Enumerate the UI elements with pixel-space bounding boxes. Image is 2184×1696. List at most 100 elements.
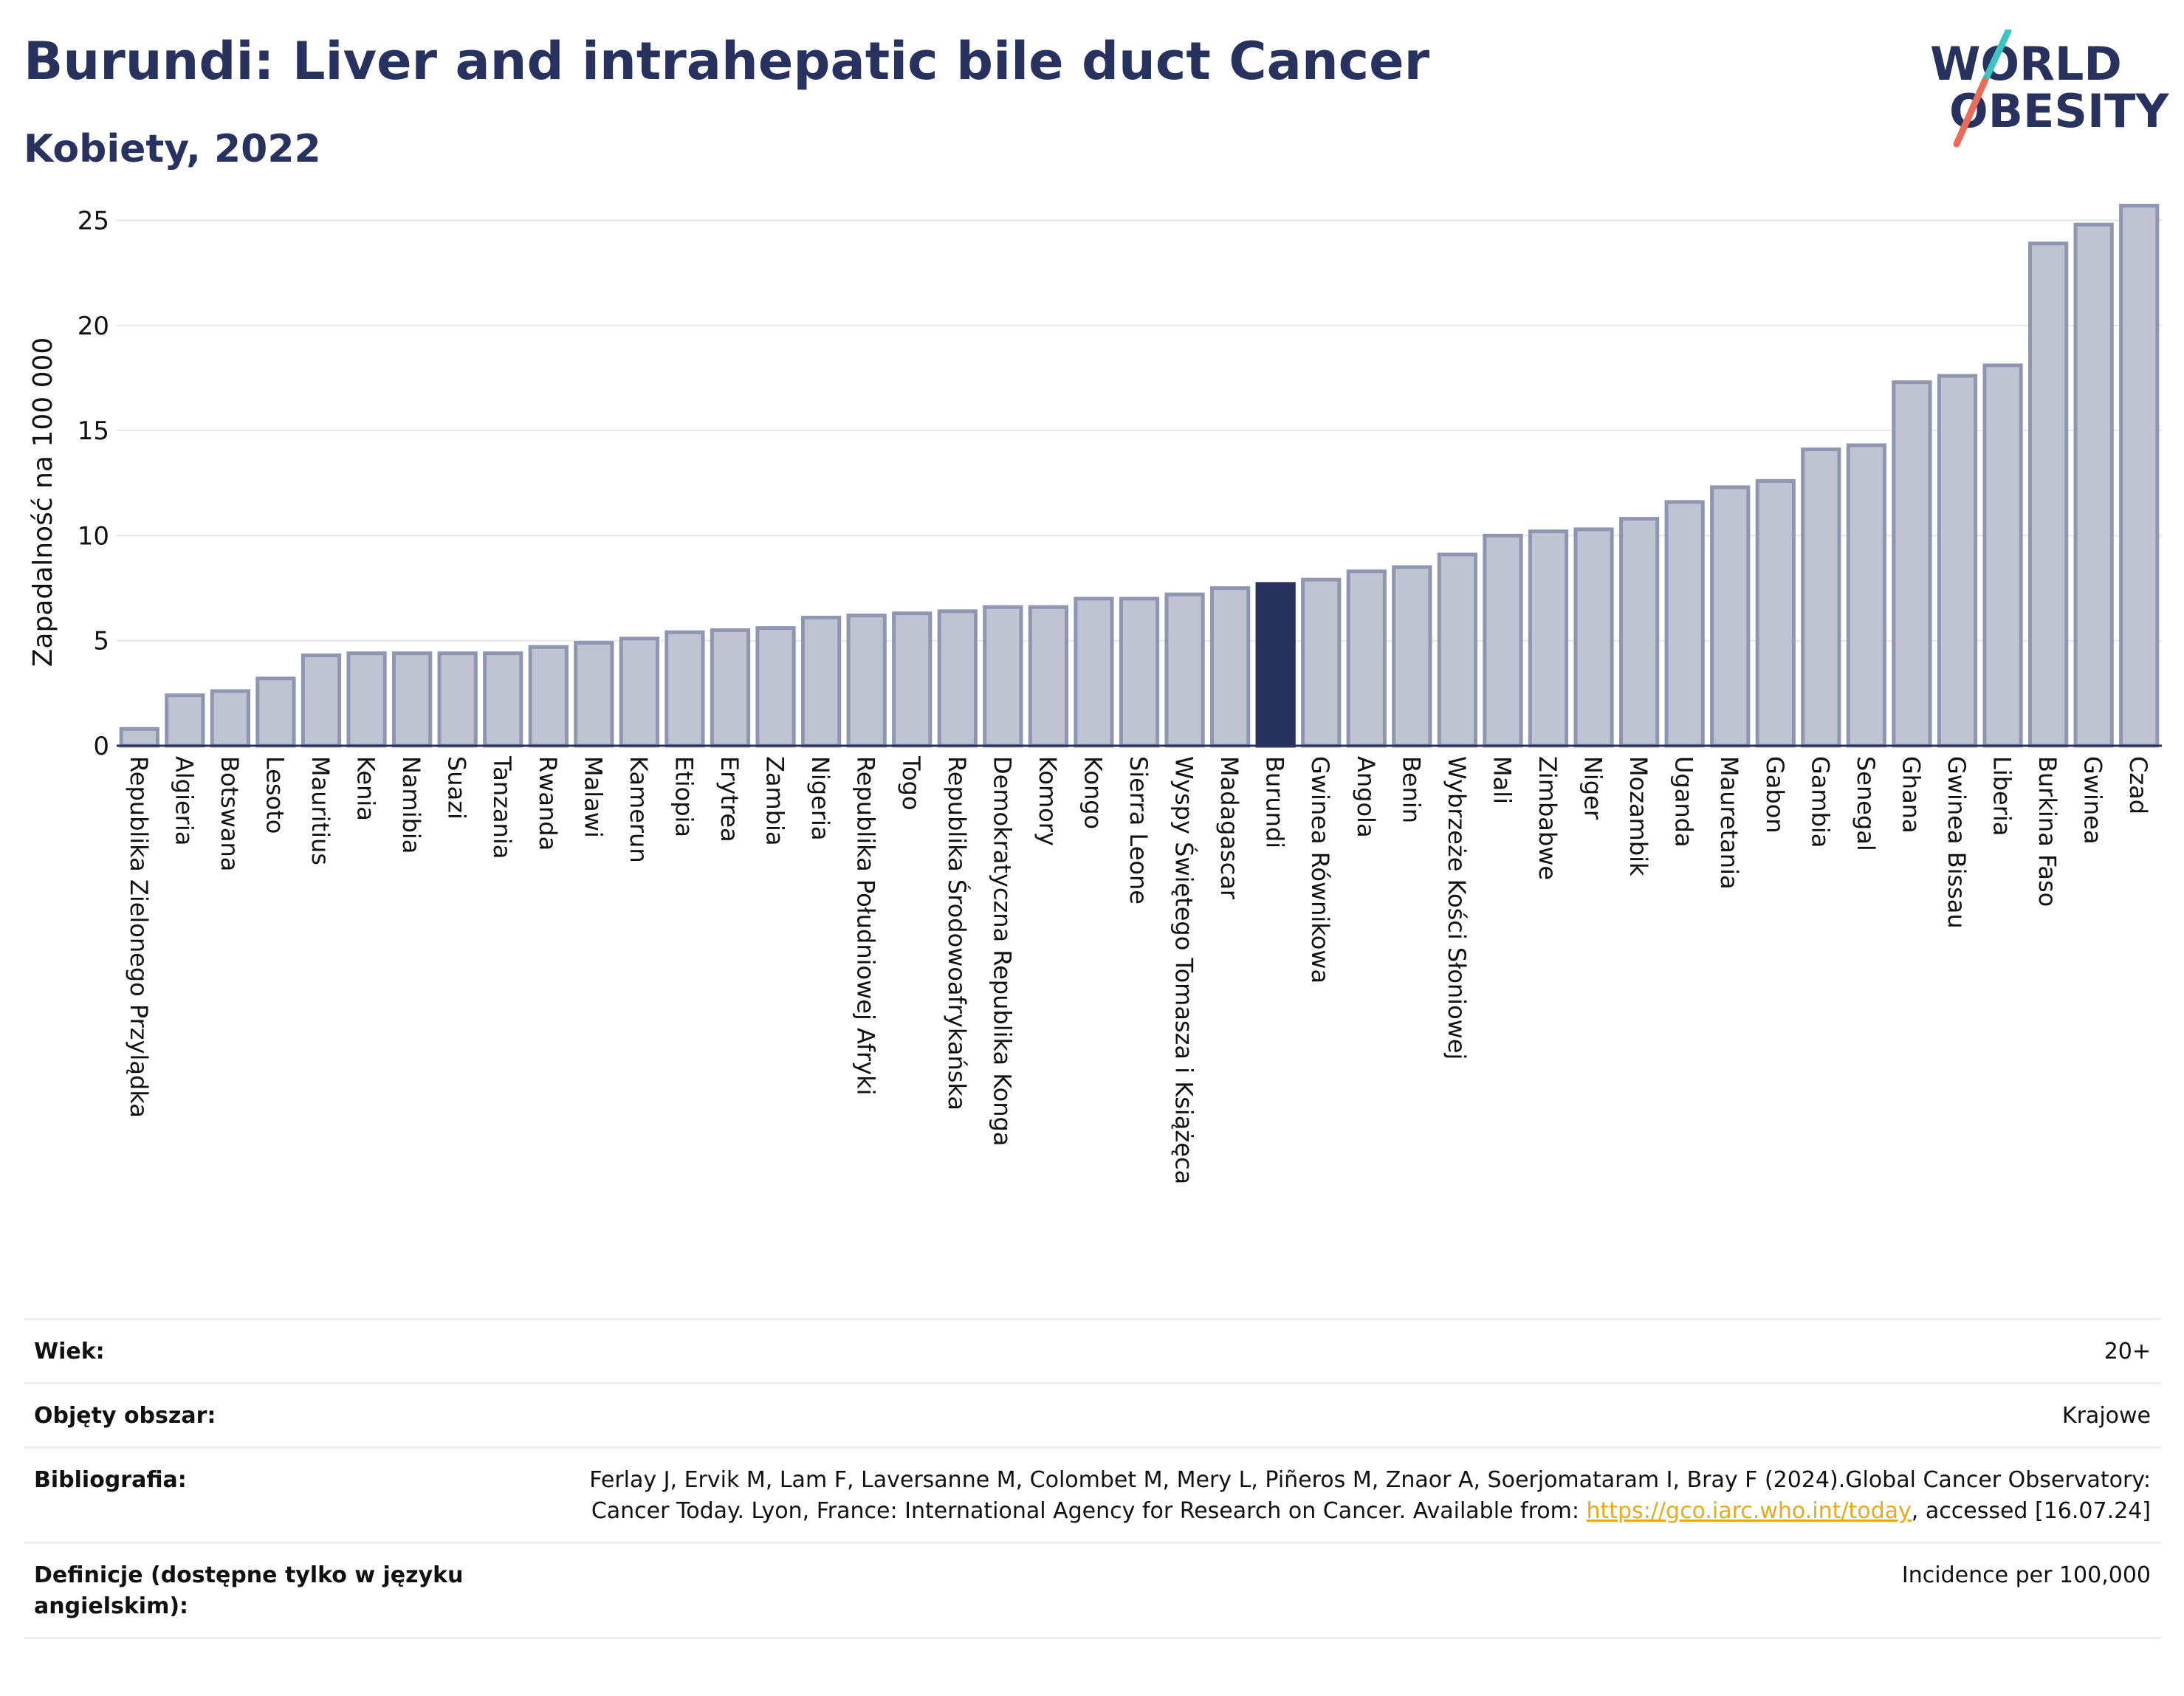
y-tick-label: 25 [78, 206, 109, 236]
bar [983, 605, 1023, 748]
x-tick-label: Etiopia [670, 756, 698, 837]
bar [1892, 380, 1932, 748]
bar [1982, 363, 2023, 748]
bar [2073, 222, 2114, 748]
x-tick-label: Malawi [579, 756, 607, 838]
x-tick-label: Wyspy Świętego Tomasza i Książęca [1170, 756, 1199, 1184]
meta-label-coverage: Objęty obszar: [34, 1403, 216, 1429]
bar [1755, 478, 1796, 748]
bar [255, 676, 296, 748]
bar [1618, 517, 1660, 748]
x-tick-label: Komory [1034, 756, 1062, 846]
bar [1119, 597, 1160, 748]
meta-row-age: Wiek: 20+ [24, 1318, 2161, 1382]
x-tick-label: Tanzania [488, 755, 516, 859]
x-tick-label: Mali [1488, 756, 1516, 804]
bar [800, 615, 842, 748]
bar [1801, 447, 1841, 748]
bar [665, 630, 705, 748]
meta-value-bibliography: Ferlay J, Ervik M, Lam F, Laversanne M, … [526, 1465, 2151, 1527]
x-tick-label: Togo [897, 755, 925, 811]
bar [1710, 485, 1751, 748]
x-tick-label: Uganda [1670, 756, 1698, 848]
y-tick-label: 0 [93, 732, 109, 761]
bibliography-accessed: , accessed [16.07.24] [1911, 1498, 2151, 1524]
x-tick-label: Madagascar [1215, 756, 1243, 900]
world-obesity-logo: WORLD OBESITY [1930, 30, 2169, 148]
meta-label-definitions: Definicje (dostępne tylko w języku angie… [34, 1562, 464, 1619]
bar [1301, 577, 1342, 748]
bibliography-text: Ferlay J, Ervik M, Lam F, Laversanne M, … [589, 1467, 2151, 1524]
x-tick-label: Senegal [1852, 756, 1880, 851]
x-tick-label: Republika Środowoafrykańska [943, 756, 972, 1110]
x-tick-label: Burkina Faso [2033, 756, 2061, 907]
bar [165, 693, 205, 748]
bar [437, 651, 478, 748]
x-tick-label: Algieria [170, 756, 198, 845]
y-tick-label: 10 [78, 521, 109, 551]
x-tick-label: Botswana [216, 756, 244, 871]
logo-slash-top [1981, 30, 2012, 85]
bar [574, 641, 614, 748]
x-tick-label: Mauretania [1715, 756, 1743, 890]
bar-chart: 0 5 10 15 20 25 Republika Zielonego Przylądka… [28, 204, 2162, 1184]
bars [119, 204, 2160, 748]
bar [210, 689, 251, 748]
metadata-table: Wiek: 20+ Objęty obszar: Krajowe Bibliog… [24, 1318, 2161, 1639]
x-axis-labels: Republika Zielonego Przylądka Algieria Bot… [125, 755, 2152, 1184]
meta-label-age: Wiek: [34, 1339, 105, 1364]
bar [2027, 241, 2069, 748]
bar [1846, 443, 1887, 748]
x-tick-label: Burundi [1261, 756, 1289, 848]
bar [391, 651, 433, 748]
x-tick-label: Wybrzeże Kości Słoniowej [1443, 756, 1471, 1060]
x-tick-label: Sierra Leone [1124, 756, 1153, 904]
x-tick-label: Namibia [397, 756, 425, 854]
y-axis-ticks: 0 5 10 15 20 25 [78, 206, 109, 761]
x-tick-label: Rwanda [534, 756, 562, 851]
bar [892, 611, 933, 748]
x-tick-label: Gwinea Równikowa [1306, 756, 1334, 983]
meta-row-bibliography: Bibliografia: Ferlay J, Ervik M, Lam F, … [24, 1446, 2161, 1542]
bar [346, 651, 387, 748]
bar [619, 636, 660, 748]
meta-row-coverage: Objęty obszar: Krajowe [24, 1382, 2161, 1446]
bar [1164, 592, 1205, 748]
x-tick-label: Gambia [1806, 756, 1834, 848]
bar [1573, 527, 1614, 748]
bar [1483, 533, 1523, 748]
x-tick-label: Kenia [352, 756, 380, 821]
bar [1392, 565, 1432, 748]
bar [528, 645, 569, 748]
x-tick-label: Demokratyczna Republika Konga [988, 756, 1016, 1146]
y-tick-label: 5 [93, 627, 109, 656]
y-tick-label: 15 [78, 416, 109, 446]
x-tick-label: Republika Zielonego Przylądka [125, 756, 153, 1118]
bar [846, 614, 887, 748]
bar [1937, 374, 1978, 748]
x-tick-label: Lesoto [261, 756, 289, 834]
bar [2119, 204, 2160, 748]
x-tick-label: Czad [2124, 756, 2152, 814]
x-tick-label: Erytrea [715, 756, 744, 842]
bar [710, 628, 751, 748]
x-tick-label: Suazi [443, 756, 471, 820]
x-tick-label: Kamerun [625, 756, 653, 863]
meta-value-age: 20+ [2104, 1339, 2151, 1364]
bar [119, 727, 159, 748]
meta-value-coverage: Krajowe [2061, 1403, 2151, 1429]
bar [483, 651, 523, 748]
y-tick-label: 20 [78, 312, 109, 341]
bar [1209, 586, 1251, 748]
chart-title: Burundi: Liver and intrahepatic bile duc… [24, 31, 1430, 92]
x-tick-label: Angola [1352, 756, 1380, 838]
x-tick-label: Mauritius [306, 756, 334, 865]
x-tick-label: Kongo [1079, 756, 1107, 829]
bar [1437, 552, 1478, 748]
x-tick-label: Zambia [761, 756, 789, 846]
bar [1074, 597, 1114, 748]
bar [937, 609, 978, 748]
bibliography-link[interactable]: https://gco.iarc.who.int/today [1586, 1498, 1912, 1524]
bar [1664, 500, 1705, 748]
x-tick-label: Gwinea [2079, 756, 2107, 844]
